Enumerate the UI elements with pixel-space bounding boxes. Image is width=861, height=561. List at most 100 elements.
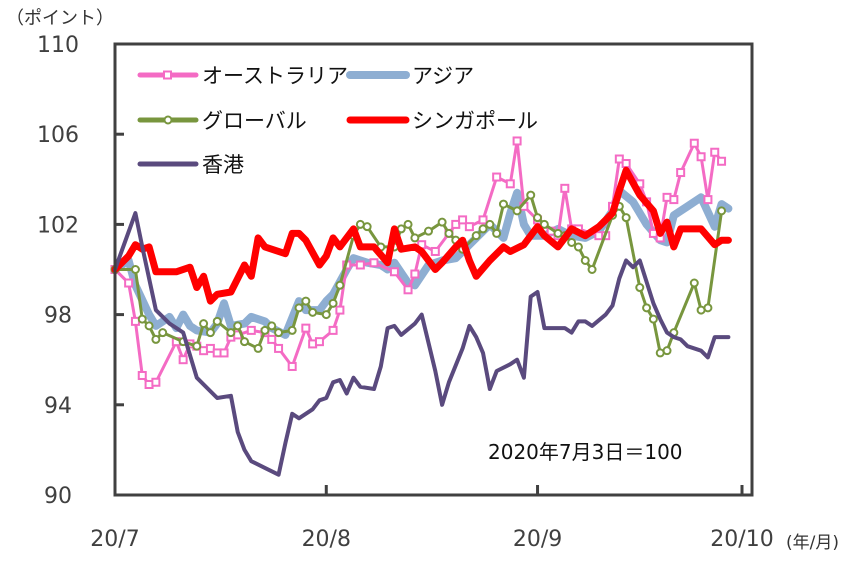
data-point xyxy=(253,343,263,353)
legend-label: シンガポール xyxy=(412,109,538,133)
data-point xyxy=(158,328,168,338)
data-point xyxy=(403,219,413,229)
data-point xyxy=(580,255,590,265)
data-point xyxy=(689,138,699,148)
data-point xyxy=(621,213,631,223)
data-point xyxy=(642,303,652,313)
data-point xyxy=(512,206,522,216)
base-date-annotation: 2020年7月3日＝100 xyxy=(488,440,683,464)
y-tick-label: 106 xyxy=(37,123,79,148)
series-4 xyxy=(113,211,731,477)
data-point xyxy=(246,325,256,335)
data-point xyxy=(703,195,713,205)
data-point xyxy=(410,269,420,279)
data-point xyxy=(567,237,577,247)
data-point xyxy=(233,321,243,331)
data-point xyxy=(703,303,713,313)
y-tick-label: 102 xyxy=(37,213,79,238)
legend-item: シンガポール xyxy=(346,109,538,133)
data-point xyxy=(287,361,297,371)
x-tick-label: 20/10 xyxy=(710,527,773,552)
data-point xyxy=(205,343,215,353)
data-point xyxy=(485,219,495,229)
data-point xyxy=(328,325,338,335)
data-point xyxy=(492,228,502,238)
y-tick-label: 94 xyxy=(44,394,72,419)
y-tick-label: 98 xyxy=(44,304,72,329)
data-point xyxy=(328,298,338,308)
legend-label: アジア xyxy=(412,64,474,88)
data-point xyxy=(717,206,727,216)
data-point xyxy=(464,222,474,232)
data-point xyxy=(621,159,631,169)
data-point xyxy=(403,285,413,295)
data-point xyxy=(662,346,672,356)
data-point xyxy=(137,370,147,380)
data-point xyxy=(717,156,727,166)
series-line xyxy=(113,211,731,477)
data-point xyxy=(239,337,249,347)
data-point xyxy=(130,265,140,274)
data-point xyxy=(512,136,522,146)
data-point xyxy=(355,260,365,270)
legend-item: オーストラリア xyxy=(137,64,348,88)
data-point xyxy=(533,213,543,223)
data-point xyxy=(424,226,433,236)
data-point xyxy=(260,325,270,335)
x-axis-unit-label: (年/月) xyxy=(786,533,839,553)
data-point xyxy=(178,355,188,365)
data-point xyxy=(192,341,202,351)
legend-item: アジア xyxy=(346,64,474,88)
series-3 xyxy=(111,166,732,305)
data-point xyxy=(587,265,597,274)
data-point xyxy=(560,183,570,193)
x-tick-label: 20/8 xyxy=(302,527,351,552)
data-point xyxy=(478,224,488,234)
legend-label: 香港 xyxy=(202,153,244,177)
data-point xyxy=(199,319,209,329)
data-point xyxy=(689,278,699,288)
data-point xyxy=(505,179,515,189)
data-point xyxy=(696,152,706,162)
data-point xyxy=(335,305,345,315)
data-point xyxy=(301,323,311,333)
legend-item: 香港 xyxy=(137,153,244,177)
y-tick-label: 110 xyxy=(37,33,79,58)
data-point xyxy=(219,348,229,358)
data-point xyxy=(430,246,440,256)
data-point xyxy=(151,334,161,344)
data-point xyxy=(137,314,147,324)
data-point xyxy=(526,190,536,200)
data-point xyxy=(335,280,345,290)
data-point xyxy=(205,328,215,338)
data-point xyxy=(669,195,679,205)
data-point xyxy=(471,231,481,241)
y-tick-label: 90 xyxy=(44,484,72,509)
legend-label: オーストラリア xyxy=(202,64,348,88)
data-point xyxy=(451,219,461,229)
data-point xyxy=(573,242,583,252)
data-point xyxy=(267,334,277,344)
data-point xyxy=(635,283,645,293)
data-point xyxy=(267,321,277,331)
data-point xyxy=(314,337,324,347)
data-point xyxy=(676,168,686,178)
series-line xyxy=(111,186,733,339)
data-point xyxy=(389,267,399,277)
data-point xyxy=(212,316,222,326)
data-point xyxy=(308,307,318,317)
data-point xyxy=(301,296,311,306)
data-point xyxy=(274,328,284,338)
data-point xyxy=(710,147,720,157)
legend-item: グローバル xyxy=(137,109,307,133)
data-point xyxy=(614,154,624,164)
data-point xyxy=(492,172,502,182)
data-point xyxy=(124,278,134,288)
legend-label: グローバル xyxy=(202,109,307,133)
data-point xyxy=(458,215,468,225)
data-point xyxy=(226,328,236,338)
data-point xyxy=(321,310,331,320)
data-point xyxy=(539,219,549,229)
